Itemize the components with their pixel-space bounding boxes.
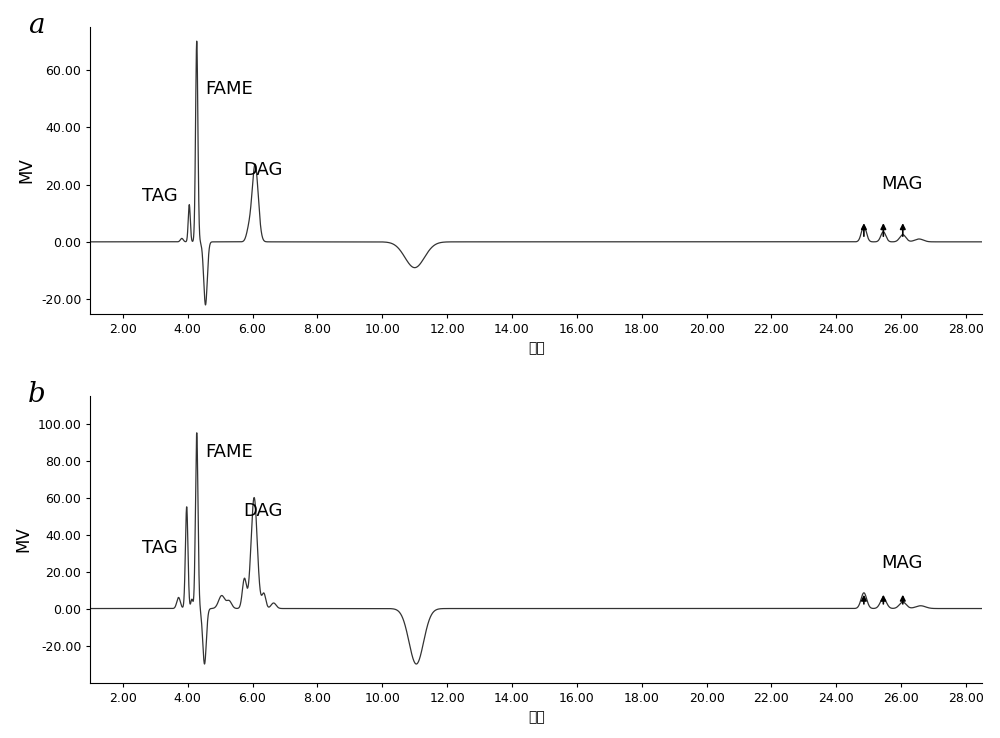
Text: b: b: [28, 382, 46, 408]
Text: DAG: DAG: [243, 502, 282, 520]
Text: TAG: TAG: [142, 539, 178, 556]
Text: MAG: MAG: [882, 554, 923, 571]
Text: FAME: FAME: [205, 80, 253, 98]
Text: TAG: TAG: [142, 187, 178, 204]
Text: MAG: MAG: [882, 175, 923, 193]
Y-axis label: MV: MV: [14, 526, 32, 552]
Text: FAME: FAME: [205, 443, 253, 461]
Y-axis label: MV: MV: [17, 157, 35, 183]
X-axis label: 分钟: 分钟: [528, 710, 545, 724]
X-axis label: 分钟: 分钟: [528, 341, 545, 355]
Text: DAG: DAG: [243, 161, 282, 179]
Text: a: a: [28, 13, 44, 39]
